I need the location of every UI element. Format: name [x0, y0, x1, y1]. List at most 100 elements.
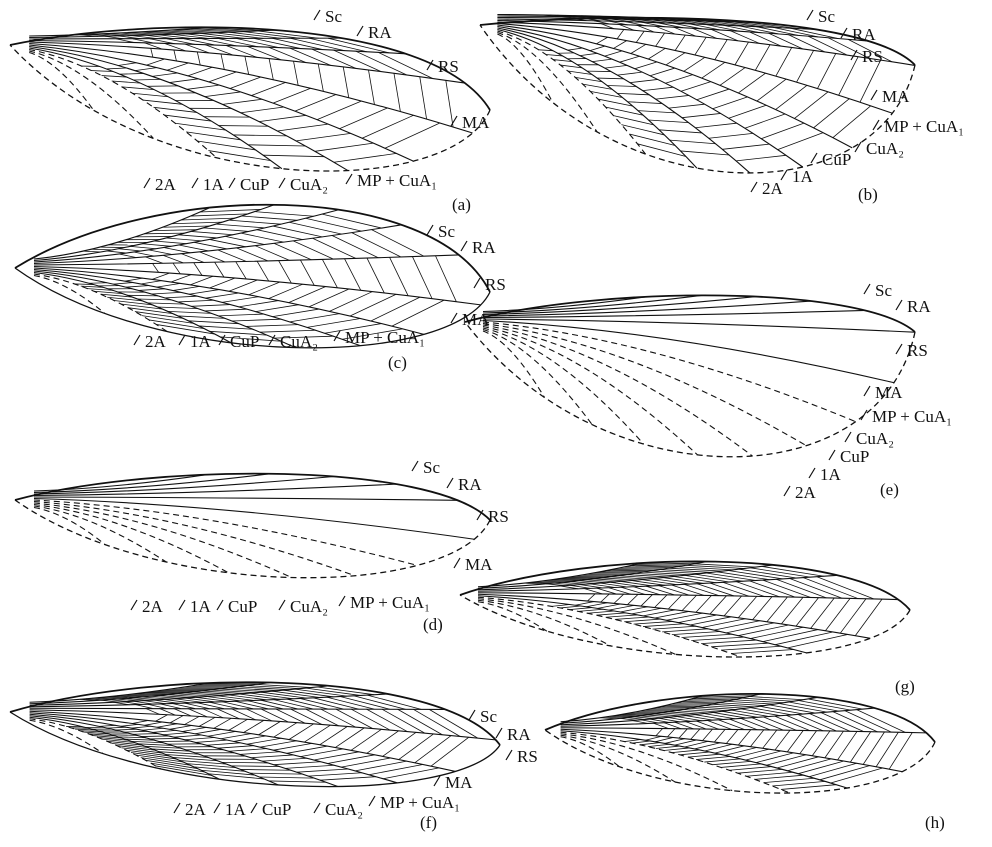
cross-vein: [147, 303, 184, 304]
cross-vein: [245, 56, 249, 74]
cross-vein: [195, 729, 221, 733]
cross-vein: [167, 63, 188, 70]
cross-vein: [833, 712, 878, 732]
cross-vein: [263, 155, 324, 157]
cross-vein: [721, 646, 781, 650]
panel-label: (c): [388, 353, 407, 372]
cross-vein: [695, 37, 706, 55]
vein: [34, 505, 229, 573]
label-tick: [811, 153, 817, 163]
cross-vein: [666, 53, 685, 65]
cross-vein: [855, 599, 882, 636]
wing-panel: (h): [545, 694, 945, 832]
label-tick: [454, 558, 460, 568]
panel-label: (f): [420, 813, 437, 832]
cross-vein: [605, 51, 622, 56]
label-tick: [807, 10, 813, 20]
cross-vein: [394, 73, 400, 111]
cross-vein: [89, 283, 107, 284]
figure: ScRARSMAMP + CuA₁CuA₂CuP1A2A(a)ScRARSMAM…: [0, 0, 992, 847]
cross-vein: [724, 596, 741, 616]
cross-vein: [230, 77, 261, 88]
vein-label: MA: [465, 555, 493, 574]
cross-vein: [197, 52, 200, 65]
cross-vein: [787, 730, 803, 751]
cross-vein: [229, 719, 248, 730]
cross-vein: [163, 733, 189, 735]
cross-vein: [179, 245, 209, 251]
cross-vein: [659, 130, 702, 133]
panel-label: (g): [895, 677, 915, 696]
cross-vein: [682, 113, 721, 117]
cross-vein: [745, 114, 785, 128]
label-tick: [896, 300, 902, 310]
cross-vein: [191, 231, 233, 234]
cross-vein: [242, 216, 298, 220]
vein: [34, 506, 166, 562]
cross-vein: [153, 230, 197, 231]
label-tick: [861, 410, 867, 420]
cross-vein: [812, 731, 830, 756]
cross-vein: [715, 40, 727, 60]
cross-vein: [711, 643, 769, 647]
cross-vein: [641, 595, 653, 606]
cross-vein: [845, 711, 892, 732]
cross-vein: [821, 713, 864, 732]
vein-label: 2A: [185, 800, 207, 819]
cross-vein: [231, 766, 279, 767]
vein-label: MP + CuA₁: [345, 328, 425, 347]
label-tick: [461, 241, 467, 251]
cross-vein: [239, 301, 279, 307]
cross-vein: [609, 605, 634, 610]
cross-vein: [295, 94, 336, 111]
cross-vein: [596, 613, 625, 615]
cross-vein: [778, 133, 823, 150]
cross-vein: [350, 294, 396, 316]
cross-vein: [207, 697, 242, 701]
vein: [34, 499, 474, 540]
cross-vein: [653, 626, 696, 629]
cross-vein: [738, 73, 765, 93]
cross-vein: [170, 716, 183, 723]
cross-vein: [289, 287, 326, 303]
cross-vein: [255, 212, 314, 217]
vein-label: Sc: [480, 707, 497, 726]
cross-vein: [420, 77, 427, 119]
cross-vein: [775, 632, 833, 645]
cross-vein: [171, 275, 191, 282]
cross-vein: [697, 721, 719, 729]
cross-vein: [643, 624, 684, 627]
label-tick: [447, 478, 453, 488]
cross-vein: [624, 619, 660, 622]
cross-vein: [172, 34, 210, 38]
cross-vein: [752, 718, 783, 730]
panel-label: (e): [880, 480, 899, 499]
cross-vein: [817, 577, 874, 599]
cross-vein: [620, 56, 640, 62]
cross-vein: [614, 116, 654, 125]
cross-vein: [175, 699, 204, 703]
cross-vein: [590, 46, 605, 51]
vein-label: RA: [368, 23, 392, 42]
vein: [34, 497, 458, 500]
cross-vein: [665, 75, 692, 84]
cross-vein: [648, 48, 665, 59]
vein-label: CuA₂: [290, 175, 328, 194]
cross-vein: [261, 700, 298, 709]
vein-label: 2A: [145, 332, 167, 351]
cross-vein: [145, 722, 163, 725]
cross-vein: [681, 82, 711, 92]
cross-vein: [656, 95, 689, 99]
cross-vein: [546, 580, 573, 581]
label-tick: [829, 450, 835, 460]
cross-vein: [675, 740, 697, 745]
cross-vein: [130, 694, 163, 695]
cross-vein: [91, 249, 112, 250]
cross-vein: [362, 115, 413, 138]
cross-vein: [250, 773, 303, 774]
cross-vein: [756, 753, 794, 763]
label-tick: [174, 803, 180, 813]
cross-vein: [701, 640, 756, 644]
cross-vein: [273, 88, 311, 103]
cross-vein: [656, 33, 665, 46]
